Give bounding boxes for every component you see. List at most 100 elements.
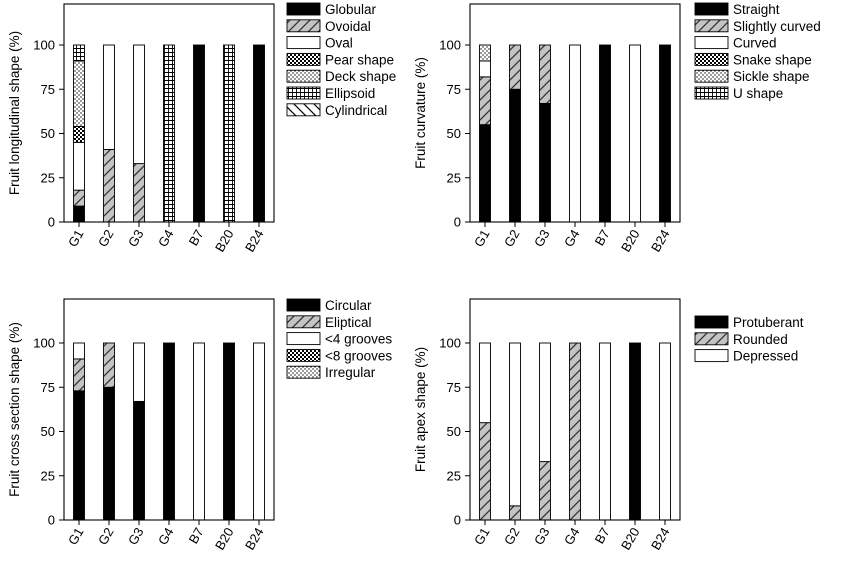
- x-tick-label: G3: [125, 227, 147, 250]
- x-tick-label: B7: [186, 227, 207, 248]
- y-axis-label: Fruit curvature (%): [413, 57, 428, 169]
- legend-swatch: [286, 298, 321, 312]
- legend-swatch: [694, 36, 729, 50]
- bar-segment-g1-circular: [73, 390, 85, 521]
- legend-swatch: [286, 52, 321, 66]
- legend-swatch: [286, 86, 321, 100]
- legend-swatch: [286, 103, 321, 117]
- y-tick-label: 100: [439, 336, 461, 351]
- bar-segment-g2-depressed: [509, 342, 521, 507]
- bar-segment-g3-slightly-curved: [539, 44, 551, 104]
- legend-label: Globular: [325, 2, 377, 17]
- bar-segment-g1-deck-shape: [73, 60, 85, 127]
- x-tick-label: G2: [501, 227, 523, 250]
- x-tick-label: G3: [125, 525, 147, 548]
- y-tick-label: 50: [447, 424, 461, 439]
- y-axis-label: Fruit longitudinal shape (%): [7, 31, 22, 195]
- bar-segment-b7-depressed: [599, 342, 611, 521]
- y-tick-label: 0: [454, 215, 461, 230]
- chart-panel-4: Fruit apex shape (%) 0 25 50 75 100 G1 G2 G3 G4 B7…: [413, 298, 804, 553]
- y-axis-label: Fruit cross section shape (%): [7, 322, 22, 497]
- x-tick-label: G4: [561, 525, 583, 548]
- legend-swatch: [286, 315, 321, 329]
- bar-segment-b20-protuberant: [629, 342, 641, 521]
- legend-label: U shape: [733, 86, 783, 101]
- bar-segment-g1-slightly-curved: [479, 76, 491, 126]
- chart-panel-1: Fruit longitudinal shape (%) 0 25 50 75 100 G1…: [7, 2, 396, 255]
- bar-segment-g2-oval: [103, 44, 115, 150]
- legend-label: Depressed: [733, 349, 798, 364]
- legend: Circular Eliptical <4 grooves<8 grooves Irr…: [286, 298, 392, 380]
- bar-segment-g3-straight: [539, 102, 551, 223]
- bar-segment-g3--4-grooves: [133, 342, 145, 402]
- bar-segment-g2-rounded: [509, 505, 521, 521]
- bar-segment-g1--4-grooves: [73, 342, 85, 360]
- chart-panel-3: Fruit cross section shape (%) 0 25 50 75 100 G…: [7, 298, 392, 553]
- legend-swatch: [694, 315, 729, 329]
- x-tick-label: B24: [242, 227, 267, 255]
- legend-swatch: [694, 2, 729, 16]
- legend-label: Straight: [733, 2, 780, 17]
- bar-segment-b20-curved: [629, 44, 641, 223]
- legend-label: <4 grooves: [325, 332, 392, 347]
- plot-frame: [469, 298, 681, 521]
- bar-segment-g1-straight: [479, 124, 491, 223]
- bar-segment-b24--4-grooves: [253, 342, 265, 521]
- bar-segment-g3-circular: [133, 400, 145, 521]
- bar-segment-b24-globular: [253, 44, 265, 223]
- legend-label: <8 grooves: [325, 348, 392, 363]
- y-tick-label: 100: [33, 38, 55, 53]
- legend-swatch: [694, 332, 729, 346]
- y-tick-label: 50: [41, 126, 55, 141]
- legend-label: Irregular: [325, 365, 376, 380]
- x-tick-label: G1: [65, 525, 87, 548]
- y-tick-label: 50: [41, 424, 55, 439]
- x-tick-label: G4: [155, 227, 177, 250]
- legend-swatch: [286, 2, 321, 16]
- bar-segment-g2-ovoidal: [103, 148, 115, 223]
- x-tick-label: G4: [561, 227, 583, 250]
- y-tick-label: 25: [447, 170, 461, 185]
- y-tick-label: 25: [41, 468, 55, 483]
- y-tick-label: 0: [48, 513, 55, 528]
- bar-segment-g3-oval: [133, 44, 145, 165]
- legend-swatch: [694, 86, 729, 100]
- bar-segment-g2-straight: [509, 88, 521, 223]
- legend-label: Slightly curved: [733, 19, 821, 34]
- bar-segment-g2-circular: [103, 386, 115, 521]
- y-tick-label: 0: [48, 215, 55, 230]
- legend-swatch: [286, 69, 321, 83]
- plot-frame: [469, 3, 681, 223]
- x-tick-label: B7: [592, 227, 613, 248]
- legend-swatch: [694, 52, 729, 66]
- y-tick-label: 75: [41, 380, 55, 395]
- bar-segment-g2-slightly-curved: [509, 44, 521, 90]
- bar-segment-g1-globular: [73, 205, 85, 223]
- legend-label: Pear shape: [325, 52, 394, 67]
- bar-segment-g4-rounded: [569, 342, 581, 521]
- bar-segment-b24-straight: [659, 44, 671, 223]
- y-tick-label: 50: [447, 126, 461, 141]
- x-tick-label: B7: [592, 525, 613, 546]
- legend-label: Curved: [733, 36, 777, 51]
- legend-swatch: [286, 348, 321, 362]
- y-tick-label: 100: [33, 336, 55, 351]
- bar-segment-g4-circular: [163, 342, 175, 521]
- x-tick-label: B20: [212, 227, 237, 255]
- x-tick-label: G1: [65, 227, 87, 250]
- legend-swatch: [286, 365, 321, 379]
- x-tick-label: G2: [501, 525, 523, 548]
- bar-segment-b7-straight: [599, 44, 611, 223]
- y-tick-label: 75: [447, 380, 461, 395]
- x-tick-label: G3: [531, 525, 553, 548]
- x-tick-label: B24: [648, 227, 673, 255]
- bar-segment-g3-rounded: [539, 461, 551, 521]
- legend-label: Protuberant: [733, 315, 804, 330]
- bar-segment-g1-depressed: [479, 342, 491, 424]
- x-tick-label: G1: [471, 525, 493, 548]
- legend-label: Deck shape: [325, 69, 396, 84]
- legend-label: Circular: [325, 298, 372, 313]
